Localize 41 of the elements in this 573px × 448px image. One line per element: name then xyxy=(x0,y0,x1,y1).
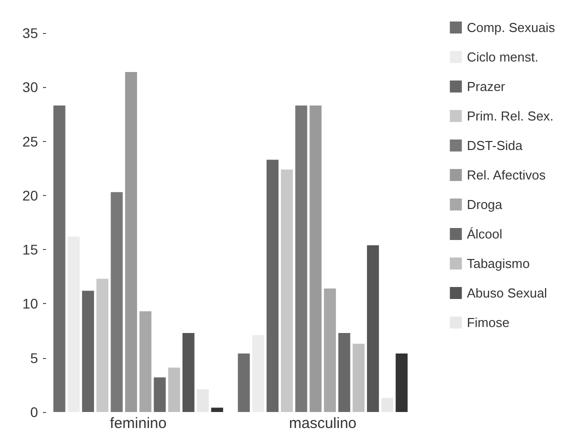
legend-label: Prim. Rel. Sex. xyxy=(466,108,554,124)
bar xyxy=(182,332,194,412)
bar xyxy=(295,106,308,412)
bar xyxy=(154,377,166,412)
legend-label: Tabagismo xyxy=(466,256,530,271)
bar xyxy=(324,288,336,412)
bar xyxy=(238,354,250,412)
bar xyxy=(310,106,322,412)
y-tick-label: 35 xyxy=(22,25,38,41)
legend-label: Abuso Sexual xyxy=(466,286,548,300)
y-tick-label: 5 xyxy=(30,350,38,366)
bar xyxy=(82,290,94,412)
bar xyxy=(139,311,152,412)
y-tick-label: 15 xyxy=(22,242,38,258)
x-tick-label: masculino xyxy=(288,415,357,432)
bar xyxy=(266,160,279,412)
bar xyxy=(396,354,408,412)
bar xyxy=(125,72,138,412)
legend-label: Droga xyxy=(466,197,504,212)
bar xyxy=(352,344,365,412)
legend-label: Ciclo menst. xyxy=(466,50,538,64)
bar xyxy=(366,245,379,412)
legend-label: Álcool xyxy=(466,226,502,242)
x-tick-label: feminino xyxy=(110,415,167,432)
y-tick-label: 10 xyxy=(22,296,38,312)
bar xyxy=(211,408,224,412)
legend-label: DST-Sida xyxy=(466,138,524,153)
legend-label: Fimose xyxy=(466,315,510,330)
y-tick-label: 0 xyxy=(30,404,38,420)
legend-label: Comp. Sexuais xyxy=(466,20,556,35)
bar xyxy=(53,106,66,412)
bar xyxy=(168,368,180,412)
bar xyxy=(96,278,108,412)
y-tick-label: 20 xyxy=(22,187,38,204)
bar xyxy=(110,192,123,412)
bar xyxy=(280,169,293,412)
legend-label: Prazer xyxy=(466,79,506,94)
legend-label: Rel. Afectivos xyxy=(466,168,546,182)
bar xyxy=(338,332,350,412)
y-tick-label: 25 xyxy=(22,133,38,150)
y-tick-label: 30 xyxy=(22,79,38,96)
